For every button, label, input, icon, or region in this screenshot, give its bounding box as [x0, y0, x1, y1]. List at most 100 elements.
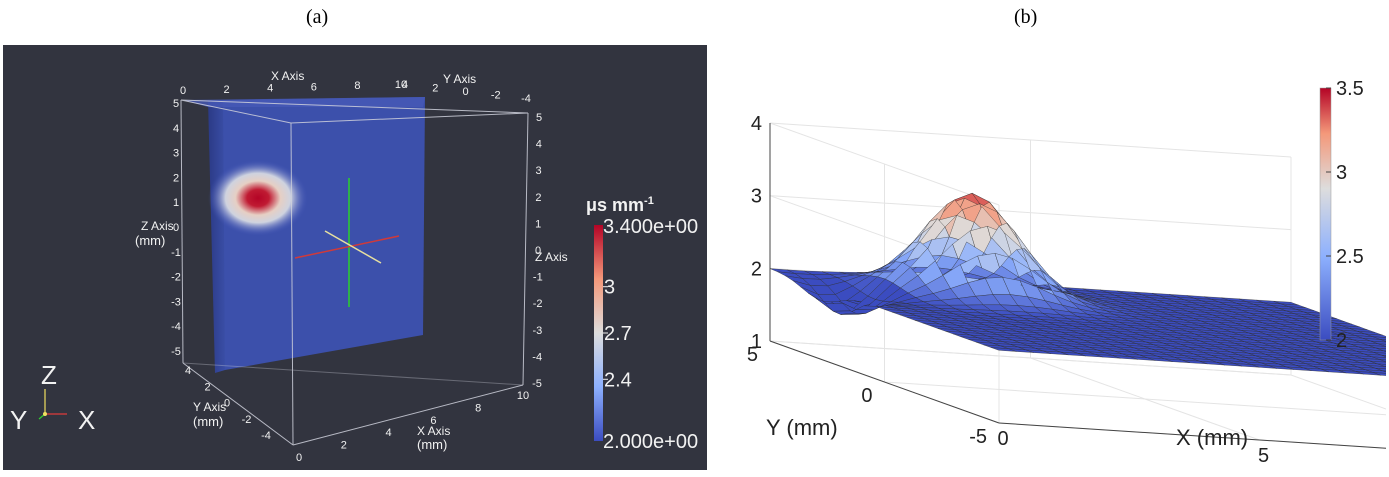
x-top-tick: 8 — [354, 80, 360, 92]
orientation-triad: Z Y X — [10, 360, 95, 435]
y-top-tick: 4 — [402, 79, 408, 91]
triad-y-label: Y — [10, 405, 27, 435]
surface-facet — [1364, 353, 1389, 359]
y-bottom-tick: -4 — [261, 430, 271, 442]
b-z-tick: 4 — [751, 113, 762, 135]
z-axis-title-right: Z Axis — [535, 250, 568, 264]
y-top-tick: -4 — [521, 93, 531, 105]
z-left-tick: 3 — [173, 148, 179, 160]
b-z-tick: 2 — [751, 258, 762, 280]
z-right-tick: 1 — [535, 218, 541, 230]
surface-facet — [1372, 336, 1389, 341]
z-right-tick: 2 — [535, 192, 541, 204]
axes-line — [769, 340, 1292, 376]
x-top-tick: 6 — [311, 81, 317, 93]
panel-b-caption: (b) — [1014, 6, 1038, 28]
z-left-tick: -3 — [171, 296, 181, 308]
x-axis-unit-bottom: (mm) — [417, 437, 447, 452]
panel-a-volume-render: 0 2 4 6 8 10 4 2 0 -2 -4 5 4 3 2 1 0 -1 -2 -3 -4 -5 5 4 3 2 1 0 -1 -2… — [3, 45, 707, 470]
b-y-tick: 5 — [747, 344, 758, 366]
x-top-tick: 2 — [224, 84, 230, 96]
x-top-tick: 10 — [395, 79, 407, 91]
b-colorbar-tick-label: 2.5 — [1336, 246, 1364, 268]
crosshair-y — [324, 230, 382, 264]
b-x-tick: 0 — [997, 428, 1008, 450]
z-left-tick: 5 — [173, 98, 179, 110]
b-colorbar-tick-label: 3.5 — [1336, 78, 1364, 100]
panel-a-caption: (a) — [306, 6, 329, 28]
z-right-tick: -5 — [532, 378, 542, 390]
b-colorbar-tick-label: 2 — [1336, 330, 1347, 352]
b-xlabel: X (mm) — [1176, 425, 1248, 450]
panel-a-colorbar: μs mm-1 3.400e+00 2.000e+00 3 2.7 2.4 — [586, 195, 698, 453]
surface-facet — [1367, 365, 1389, 370]
panel-a-ticks: 0 2 4 6 8 104 2 0 -2 -4543210-1-2-3-4-5543210-1-2… — [171, 79, 543, 464]
z-right-tick: 5 — [536, 112, 542, 124]
z-axis-unit-left: (mm) — [135, 233, 165, 248]
z-left-tick: 0 — [173, 222, 179, 234]
z-right-tick: 3 — [536, 165, 542, 177]
axes-line — [769, 195, 1292, 231]
axes-line — [998, 422, 1389, 449]
y-bottom-tick: 4 — [185, 365, 191, 377]
z-left-tick: 1 — [173, 197, 179, 209]
colorbar-tick-label: 2.7 — [604, 323, 632, 345]
z-right-tick: -1 — [533, 272, 543, 284]
y-top-tick: -2 — [491, 90, 501, 102]
x-axis-title-top: X Axis — [271, 69, 304, 83]
y-axis-title-bottom: Y Axis — [193, 400, 226, 414]
y-bottom-tick: 2 — [204, 381, 210, 393]
volume-top-face — [183, 97, 425, 107]
volume-hotspot — [208, 160, 308, 236]
b-y-tick: -5 — [969, 426, 987, 448]
bounding-box — [180, 99, 529, 446]
surface-facet — [1366, 349, 1389, 354]
surface-facet — [1365, 369, 1389, 374]
axes-line — [884, 381, 1389, 416]
x-bottom-tick: 2 — [341, 440, 347, 452]
x-bottom-tick: 6 — [430, 415, 436, 427]
z-left-tick: -2 — [171, 272, 181, 284]
panel-a-svg: 0 2 4 6 8 104 2 0 -2 -4543210-1-2-3-4-5543210-1-2… — [10, 69, 698, 464]
z-right-tick: -3 — [533, 325, 543, 337]
colorbar-tick-label: 3 — [604, 277, 615, 299]
panel-b-colorbar: 3.5 3 2.5 2 — [1319, 78, 1364, 352]
surface-facet — [1369, 360, 1389, 365]
z-left-tick: 4 — [173, 123, 179, 135]
surface-facet — [840, 313, 866, 315]
y-bottom-tick: 0 — [224, 398, 230, 410]
surface-facet — [1370, 340, 1389, 345]
x-axis-title-bottom: X Axis — [417, 424, 450, 438]
surface-facet — [1365, 333, 1389, 338]
x-bottom-tick: 0 — [296, 452, 302, 464]
z-right-tick: -4 — [532, 351, 542, 363]
x-bottom-tick: 8 — [475, 402, 481, 414]
crosshair-x — [294, 235, 400, 259]
z-right-tick: 0 — [535, 245, 541, 257]
surface-facet — [1372, 356, 1389, 361]
z-left-tick: -4 — [171, 321, 181, 333]
z-right-tick: 4 — [536, 139, 542, 151]
z-left-tick: 2 — [173, 172, 179, 184]
z-right-tick: -2 — [533, 298, 543, 310]
z-left-tick: -5 — [171, 346, 181, 358]
b-colorbar-tick-label: 3 — [1336, 162, 1347, 184]
surface-facet — [1368, 345, 1389, 350]
surface-facet — [1374, 352, 1389, 356]
axes-line — [769, 122, 1292, 158]
b-z-tick: 3 — [751, 186, 762, 208]
y-top-tick: 2 — [432, 83, 438, 95]
axes-line — [769, 122, 1000, 206]
x-top-tick: 4 — [267, 83, 273, 95]
y-top-tick: 0 — [462, 86, 468, 98]
b-y-tick: 0 — [861, 385, 872, 407]
b-ylabel: Y (mm) — [766, 415, 838, 440]
colorbar-tick-label: 2.4 — [604, 369, 632, 391]
b-x-tick: 5 — [1258, 445, 1269, 467]
z-left-tick: -1 — [171, 247, 181, 259]
y-axis-title-top: Y Axis — [443, 72, 476, 86]
axes-line — [769, 340, 1000, 424]
